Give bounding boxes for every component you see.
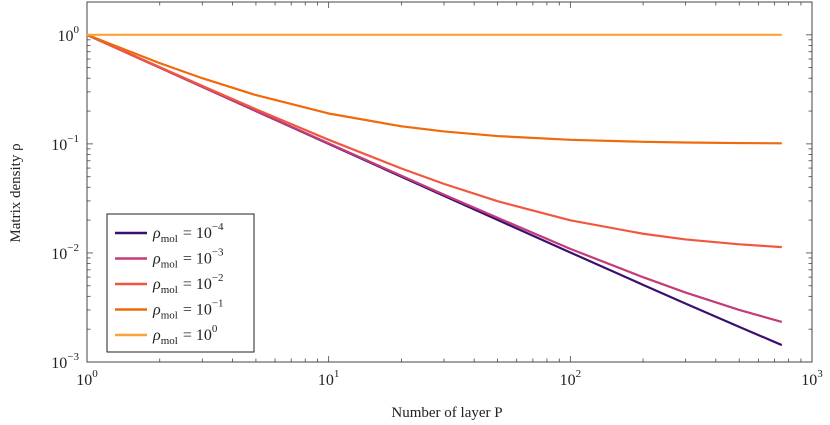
axis-tick-labels: 100 101 102 103 100 10−1 10−2 10−3 bbox=[51, 24, 823, 389]
legend-entry: ρmol = 100 bbox=[152, 323, 218, 347]
y-axis-label: Matrix density ρ bbox=[8, 143, 24, 242]
y-tick-label: 10−1 bbox=[51, 133, 79, 154]
x-tick-label: 101 bbox=[318, 368, 340, 389]
legend-entry: ρmol = 10−1 bbox=[152, 298, 224, 322]
series-line-2 bbox=[86, 33, 782, 249]
series-line-3 bbox=[86, 33, 782, 145]
x-tick-label: 103 bbox=[801, 368, 823, 389]
axis-ticks bbox=[86, 1, 812, 363]
y-tick-label: 10−2 bbox=[51, 242, 79, 263]
x-axis-label: Number of layer P bbox=[391, 405, 502, 421]
x-tick-label: 100 bbox=[76, 368, 98, 389]
series-lines bbox=[86, 33, 783, 347]
plot-frame bbox=[86, 1, 813, 363]
y-tick-label: 100 bbox=[58, 24, 80, 45]
y-tick-label: 10−3 bbox=[51, 351, 79, 372]
legend-entry: ρmol = 10−3 bbox=[152, 247, 224, 271]
legend-entry: ρmol = 10−2 bbox=[152, 272, 224, 296]
x-tick-label: 102 bbox=[560, 368, 582, 389]
legend-entry: ρmol = 10−4 bbox=[152, 221, 224, 245]
